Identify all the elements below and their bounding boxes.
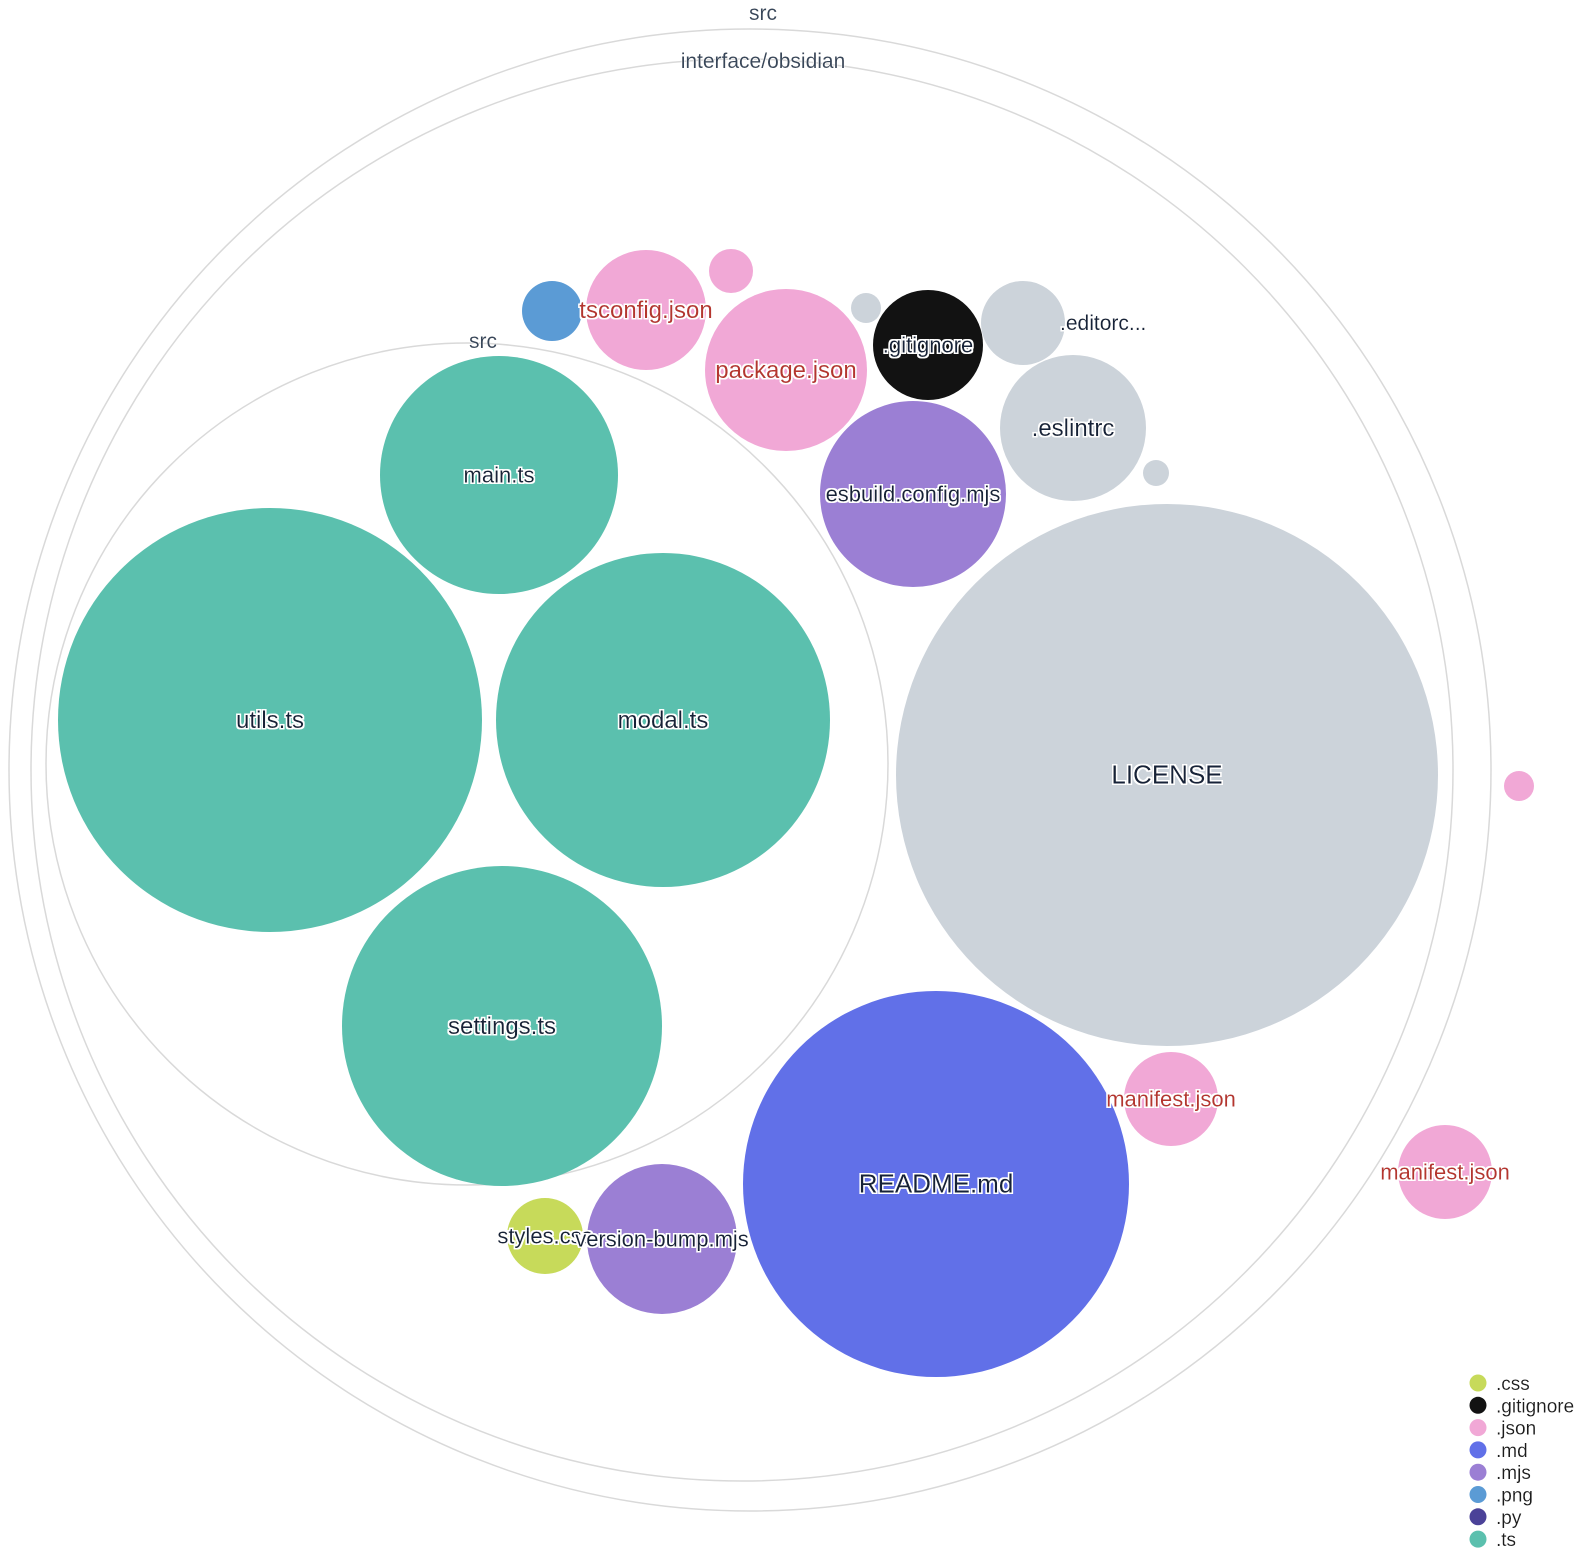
svg-text:.mjs: .mjs xyxy=(1496,1463,1531,1484)
svg-text:README.md: README.md xyxy=(859,1169,1014,1199)
svg-text:manifest.json: manifest.json xyxy=(1106,1086,1236,1111)
svg-text:settings.ts: settings.ts xyxy=(448,1013,556,1040)
svg-text:.css: .css xyxy=(1496,1374,1530,1395)
svg-text:.md: .md xyxy=(1496,1441,1528,1462)
svg-text:src: src xyxy=(749,2,777,25)
svg-text:.ts: .ts xyxy=(1496,1530,1516,1551)
svg-text:interface/obsidian: interface/obsidian xyxy=(681,50,846,73)
svg-text:main.ts: main.ts xyxy=(464,462,535,487)
svg-text:modal.ts: modal.ts xyxy=(618,707,709,734)
svg-text:.json: .json xyxy=(1496,1419,1536,1440)
svg-text:.gitignore: .gitignore xyxy=(1496,1396,1574,1417)
svg-text:version-bump.mjs: version-bump.mjs xyxy=(575,1226,749,1251)
svg-text:src: src xyxy=(469,330,497,353)
svg-text:tsconfig.json: tsconfig.json xyxy=(579,297,712,324)
svg-text:esbuild.config.mjs: esbuild.config.mjs xyxy=(826,481,1001,506)
svg-text:manifest.json: manifest.json xyxy=(1380,1159,1510,1184)
svg-text:LICENSE: LICENSE xyxy=(1111,760,1222,790)
svg-text:package.json: package.json xyxy=(715,357,856,384)
svg-text:.png: .png xyxy=(1496,1486,1533,1507)
svg-text:.gitignore: .gitignore xyxy=(883,332,974,357)
svg-text:.editorc...: .editorc... xyxy=(1060,312,1146,335)
svg-text:.py: .py xyxy=(1496,1508,1522,1529)
svg-text:.eslintrc: .eslintrc xyxy=(1032,415,1115,442)
svg-text:utils.ts: utils.ts xyxy=(236,707,304,734)
